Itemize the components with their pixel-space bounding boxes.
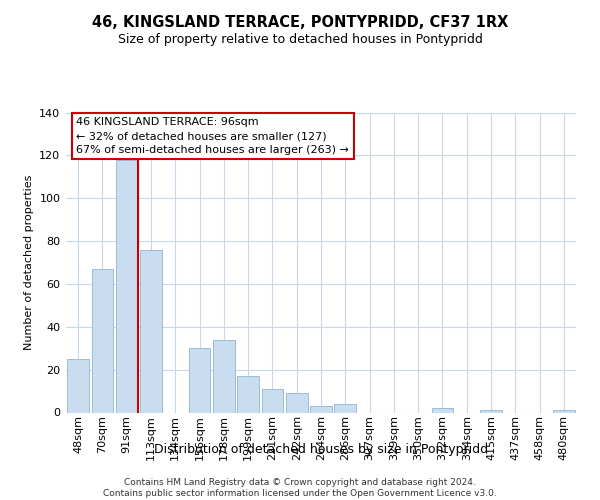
Bar (188, 348, 211, 412)
Text: Distribution of detached houses by size in Pontypridd: Distribution of detached houses by size … (154, 442, 488, 456)
Bar (237, 376, 259, 412)
Bar (140, 250, 162, 412)
Bar (286, 393, 308, 412)
Y-axis label: Number of detached properties: Number of detached properties (24, 175, 34, 350)
Bar (67, 359, 89, 412)
Bar (116, 160, 137, 412)
Bar (480, 410, 502, 412)
Bar (91, 269, 113, 412)
Text: Contains HM Land Registry data © Crown copyright and database right 2024.
Contai: Contains HM Land Registry data © Crown c… (103, 478, 497, 498)
Bar (310, 406, 332, 412)
Bar (262, 389, 283, 412)
Bar (213, 340, 235, 412)
Text: Size of property relative to detached houses in Pontypridd: Size of property relative to detached ho… (118, 32, 482, 46)
Bar (334, 404, 356, 412)
Text: 46 KINGSLAND TERRACE: 96sqm
← 32% of detached houses are smaller (127)
67% of se: 46 KINGSLAND TERRACE: 96sqm ← 32% of det… (76, 117, 349, 155)
Bar (553, 410, 575, 412)
Bar (431, 408, 454, 412)
Text: 46, KINGSLAND TERRACE, PONTYPRIDD, CF37 1RX: 46, KINGSLAND TERRACE, PONTYPRIDD, CF37 … (92, 15, 508, 30)
